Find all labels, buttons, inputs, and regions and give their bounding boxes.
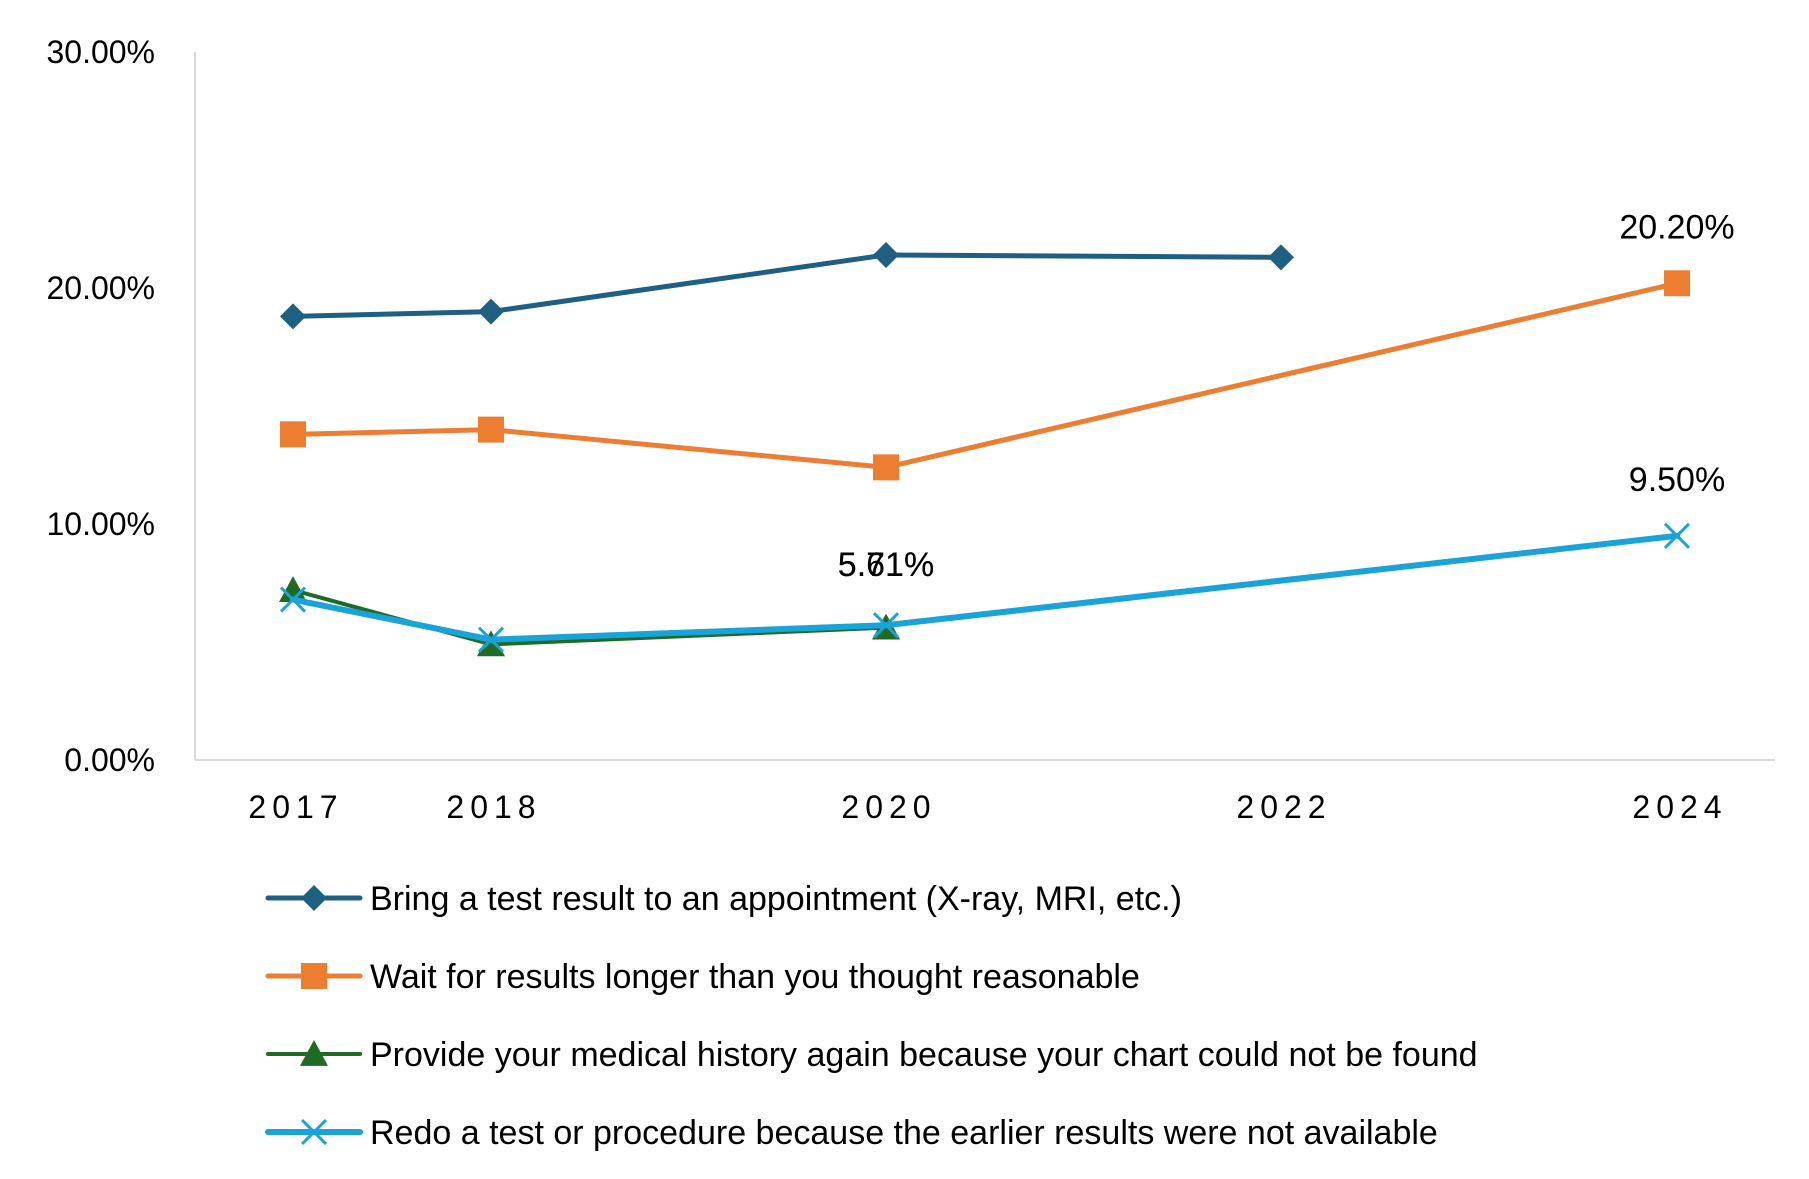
data-point-square [1664, 270, 1690, 297]
data-point-triangle [477, 630, 505, 657]
data-label: 20.20% [1619, 208, 1734, 246]
data-point-x [477, 626, 505, 653]
series-2 [280, 270, 1690, 481]
data-point-diamond [478, 298, 504, 325]
legend-label: Provide your medical history again becau… [370, 1036, 1478, 1074]
data-point-triangle [279, 576, 307, 602]
legend-marker-x [300, 1118, 328, 1146]
x-tick-label: 2022 [1236, 789, 1331, 825]
x-tick-label: 2024 [1632, 789, 1727, 825]
legend-marker-triangle [300, 1040, 328, 1066]
y-tick-label: 10.00% [46, 506, 155, 542]
x-tick-label: 2017 [248, 789, 343, 825]
data-point-x [1663, 522, 1691, 549]
data-point-square [873, 454, 899, 481]
y-tick-label: 20.00% [46, 270, 155, 306]
data-point-x [872, 612, 900, 639]
series-4 [279, 522, 1691, 653]
x-tick-label: 2020 [841, 789, 936, 825]
series-line [290, 280, 1680, 470]
legend-label: Bring a test result to an appointment (X… [370, 880, 1182, 918]
data-point-diamond [1268, 244, 1294, 271]
data-point-x [279, 586, 307, 613]
y-tick-label: 0.00% [64, 742, 155, 778]
data-point-diamond [873, 241, 899, 268]
data-label: 9.50% [1629, 461, 1725, 499]
data-point-square [478, 416, 504, 443]
data-point-square [280, 421, 306, 448]
x-tick-label: 2018 [446, 789, 541, 825]
legend-label: Redo a test or procedure because the ear… [370, 1114, 1438, 1152]
chart-legend: Bring a test result to an appointment (X… [265, 880, 1478, 1152]
legend-item: Wait for results longer than you thought… [265, 958, 1140, 996]
legend-item: Provide your medical history again becau… [266, 1036, 1478, 1074]
legend-marker-diamond [301, 885, 327, 911]
legend-item: Bring a test result to an appointment (X… [265, 880, 1182, 918]
series-1 [280, 241, 1294, 330]
chart-axes: 0.00% 10.00% 20.00% 30.00% 2017 2018 2020 2022 2… [46, 34, 1775, 825]
legend-label: Wait for results longer than you thought… [370, 958, 1140, 996]
series-line [290, 532, 1680, 643]
chart-series [279, 241, 1691, 657]
data-label: 5.71% [838, 546, 934, 584]
data-point-diamond [280, 303, 306, 330]
legend-item: Redo a test or procedure because the ear… [265, 1114, 1438, 1152]
y-tick-label: 30.00% [46, 34, 155, 70]
data-label: 5.61% [838, 546, 934, 584]
legend-marker-square [301, 963, 327, 989]
series-line [290, 252, 1284, 319]
chart-data-labels: 5.61%5.71% 20.20% 9.50% [838, 208, 1735, 584]
